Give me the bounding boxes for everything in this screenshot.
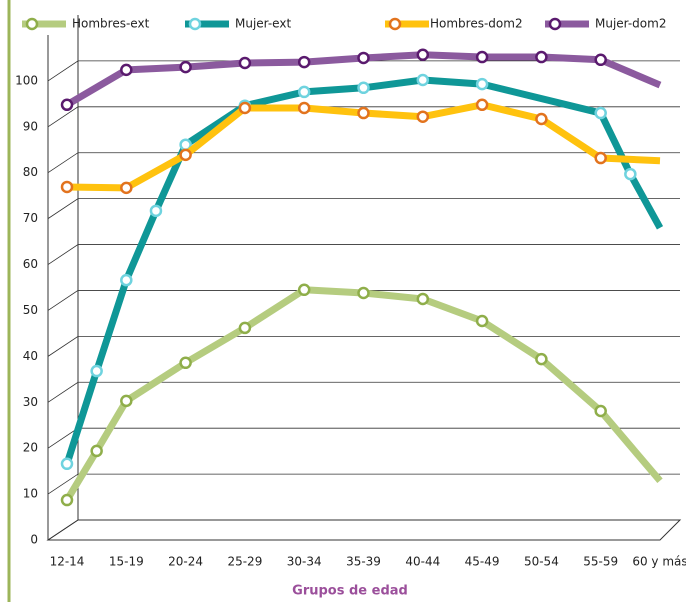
marker [297, 283, 311, 297]
x-tick-label: 35-39 [346, 555, 381, 569]
grid-line [47, 519, 680, 541]
marker [475, 98, 489, 112]
frame [46, 519, 682, 541]
x-tick-label: 45-49 [465, 555, 500, 569]
grid-line [47, 198, 680, 219]
y-tick-label: 80 [23, 165, 38, 179]
marker [594, 53, 607, 67]
marker [179, 60, 192, 74]
marker [60, 457, 74, 471]
marker [120, 63, 133, 77]
marker [535, 352, 548, 366]
marker [238, 321, 252, 335]
y-tick-label: 90 [23, 119, 38, 133]
marker [535, 50, 548, 64]
legend-label: Hombres-dom2 [430, 17, 523, 31]
y-tick-label: 0 [30, 533, 38, 547]
grid-line [47, 473, 680, 495]
marker [60, 493, 74, 507]
marker [416, 73, 430, 87]
x-tick-label: 30-34 [287, 555, 322, 569]
x-tick-label: 40-44 [405, 555, 440, 569]
y-tick-label: 40 [23, 349, 38, 363]
marker [238, 56, 252, 70]
marker [475, 77, 489, 91]
marker [297, 101, 311, 115]
x-tick-label: 60 y más [632, 555, 686, 569]
grid-line [47, 152, 680, 174]
y-tick-label: 60 [23, 257, 38, 271]
y-tick-label: 100 [15, 73, 38, 87]
marker [594, 106, 607, 120]
marker [416, 48, 430, 61]
x-tick-label: 55-59 [583, 555, 618, 569]
marker [297, 55, 311, 69]
marker [238, 101, 252, 115]
marker [357, 286, 370, 300]
y-tick-label: 50 [23, 303, 38, 317]
marker [624, 167, 637, 181]
marker [297, 85, 311, 99]
marker [60, 180, 74, 194]
grid-line [47, 335, 680, 357]
y-tick-label: 70 [23, 211, 38, 225]
legend-marker [188, 17, 202, 31]
legend-label: Mujer-ext [235, 17, 291, 31]
line [64, 286, 663, 502]
x-tick-label: 50-54 [524, 555, 559, 569]
x-tick-label: 25-29 [227, 555, 262, 569]
y-tick-label: 30 [23, 395, 38, 409]
y-tick-label: 10 [23, 487, 38, 501]
y-tick-label: 20 [23, 441, 38, 455]
marker [90, 444, 103, 458]
marker [416, 110, 430, 123]
legend-marker [388, 17, 402, 31]
marker [90, 364, 103, 378]
x-tick-label: 20-24 [168, 555, 203, 569]
legend-marker [548, 17, 562, 31]
marker [416, 292, 430, 306]
legend-label: Mujer-dom2 [595, 17, 666, 31]
marker [357, 106, 370, 120]
marker [594, 151, 607, 165]
marker [60, 98, 74, 112]
legend-marker [25, 17, 39, 31]
marker [149, 204, 163, 218]
x-tick-label: 12-14 [50, 555, 85, 569]
marker [179, 148, 192, 162]
grid-line [47, 427, 680, 449]
marker [475, 50, 489, 64]
marker [357, 81, 370, 95]
marker [120, 273, 133, 287]
marker [594, 404, 607, 418]
marker [475, 314, 489, 328]
marker [120, 181, 133, 195]
marker [179, 356, 192, 370]
x-tick-label: 15-19 [109, 555, 144, 569]
legend-label: Hombres-ext [72, 17, 150, 31]
marker [535, 112, 548, 126]
marker [357, 51, 370, 65]
marker [120, 394, 133, 408]
x-axis-title: Grupos de edad [292, 584, 408, 599]
